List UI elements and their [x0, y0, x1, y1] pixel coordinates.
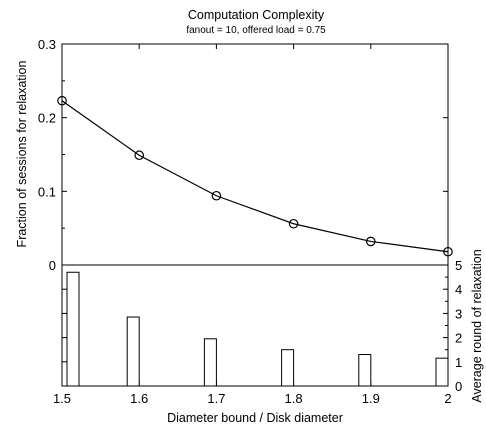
top-y-ticks: 0 0.1 0.2 0.3: [38, 37, 449, 273]
x-tick-label: 1.7: [207, 391, 225, 406]
series-line: [61, 100, 449, 253]
chart-subtitle: fanout = 10, offered load = 0.75: [186, 25, 326, 36]
data-point: [443, 246, 453, 257]
data-point: [134, 150, 144, 161]
top-y-tick-label: 0.2: [38, 111, 56, 126]
data-point: [57, 95, 67, 106]
bottom-plot-frame: [61, 264, 449, 387]
x-tick-label: 1.8: [285, 391, 303, 406]
data-point: [288, 218, 299, 229]
top-y-tick-label: 0.3: [38, 37, 56, 52]
top-y-axis-label: Fraction of sessions for relaxation: [15, 61, 29, 248]
bar: [281, 349, 295, 387]
bar: [66, 271, 80, 387]
bar: [203, 338, 217, 387]
top-plot-frame: [61, 43, 449, 266]
data-point: [365, 236, 376, 247]
x-tick-label: 1.9: [362, 391, 380, 406]
bars: [66, 271, 449, 387]
line-series: [57, 95, 453, 257]
bar: [358, 354, 372, 387]
x-tick-label: 1.6: [130, 391, 148, 406]
top-y-tick-label: 0.1: [38, 184, 56, 199]
bottom-y-tick-label: 4: [455, 282, 462, 297]
bottom-y-tick-label: 1: [455, 355, 462, 370]
data-point: [211, 190, 222, 201]
chart-title: Computation Complexity: [188, 8, 325, 22]
top-y-tick-label: 0: [49, 258, 56, 273]
x-axis-label: Diameter bound / Disk diameter: [167, 411, 343, 425]
x-tick-label: 2: [444, 391, 451, 406]
bottom-y-tick-label: 0: [455, 379, 462, 394]
bottom-y-tick-label: 3: [455, 306, 462, 321]
bar: [126, 316, 140, 387]
bottom-y-axis-label: Average round of relaxation: [470, 249, 484, 402]
x-tick-label: 1.5: [53, 391, 71, 406]
bar: [435, 357, 449, 387]
bottom-ticks: 0 1 2 3 4 5 1.5 1.6 1.7 1.8 1.9 2: [53, 258, 462, 406]
bottom-y-tick-label: 5: [455, 258, 462, 273]
bottom-y-tick-label: 2: [455, 331, 462, 346]
